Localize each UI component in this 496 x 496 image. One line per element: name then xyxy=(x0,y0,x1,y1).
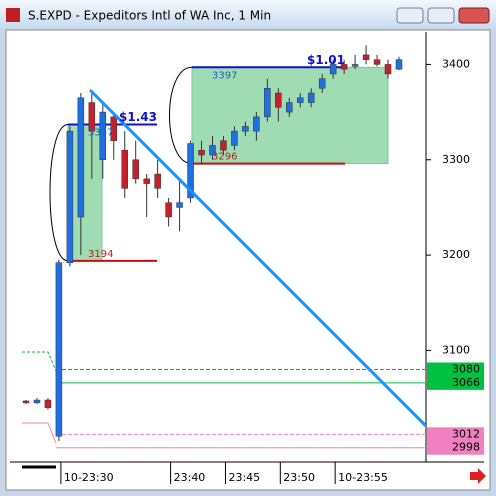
scroll-arrow[interactable] xyxy=(470,468,486,484)
candle-body xyxy=(329,64,337,75)
candle-body xyxy=(318,78,326,89)
candle-body xyxy=(132,159,139,180)
x-tick-label: 23:50 xyxy=(283,471,315,484)
x-tick-label: 10-23:55 xyxy=(338,471,388,484)
candle-body xyxy=(77,97,85,218)
y-tick-label: 3400 xyxy=(442,57,470,70)
candle-body xyxy=(275,92,282,108)
x-tick-label: 23:40 xyxy=(174,471,206,484)
level-tag-label: 3066 xyxy=(452,376,480,389)
window-title: S.EXPD - Expeditors Intl of WA Inc, 1 Mi… xyxy=(28,9,271,23)
level-tag xyxy=(427,375,484,390)
x-tick-label: 23:45 xyxy=(228,471,260,484)
range-ellipse xyxy=(49,123,69,262)
candle-body xyxy=(362,54,370,60)
candle-body xyxy=(286,102,293,113)
y-tick-label: 3200 xyxy=(442,248,470,261)
range-ellipse xyxy=(169,66,193,165)
gain-label: $1.43 xyxy=(119,110,157,124)
level-tag xyxy=(427,427,484,442)
close-button[interactable] xyxy=(458,7,490,24)
candle-body xyxy=(176,202,183,208)
y-tick-label: 3100 xyxy=(442,343,470,356)
candle-body xyxy=(340,64,348,70)
candle-body xyxy=(154,173,161,189)
y-tick-label: 3300 xyxy=(442,153,470,166)
candle-body xyxy=(121,149,128,189)
candle-body xyxy=(395,59,403,70)
candle-body xyxy=(253,116,260,132)
trend-line xyxy=(88,88,426,429)
candle-body xyxy=(198,149,205,156)
candle-body xyxy=(307,92,315,103)
candle-body xyxy=(351,64,359,67)
candle-body xyxy=(297,97,304,103)
candle-body xyxy=(22,400,30,404)
high-label: 3337 xyxy=(88,127,113,138)
minimize-button[interactable] xyxy=(396,7,424,24)
level-tag-label: 2998 xyxy=(452,441,480,454)
candle-body xyxy=(99,111,107,161)
candle-body xyxy=(264,88,271,118)
low-label: 3194 xyxy=(88,249,113,260)
level-trace xyxy=(22,351,57,372)
high-label: 3397 xyxy=(212,70,237,81)
low-label: 3296 xyxy=(212,152,237,163)
candle-body xyxy=(143,178,150,184)
candle-body xyxy=(165,202,172,218)
candle-body xyxy=(44,399,52,408)
level-trace xyxy=(22,422,57,444)
maximize-button[interactable] xyxy=(427,7,455,24)
level-tag-label: 3012 xyxy=(452,427,480,440)
level-tag xyxy=(427,362,484,377)
gain-label: $1.01 xyxy=(307,53,345,67)
candle-body xyxy=(373,59,381,65)
candle-body xyxy=(110,116,118,141)
candle-body xyxy=(88,102,96,132)
candle-body xyxy=(187,143,194,199)
candle-body xyxy=(33,399,41,404)
x-tick-label: 10-23:30 xyxy=(64,471,114,484)
candle-body xyxy=(66,130,74,263)
candle-body xyxy=(55,262,63,437)
candle-body xyxy=(242,126,249,132)
candle-body xyxy=(384,64,392,75)
level-tag-label: 3080 xyxy=(452,363,480,376)
app-icon xyxy=(6,8,20,22)
level-tag xyxy=(427,440,484,455)
candle-body xyxy=(209,145,216,156)
candle-body xyxy=(231,130,238,146)
candle-body xyxy=(220,140,227,151)
plot xyxy=(22,45,426,449)
